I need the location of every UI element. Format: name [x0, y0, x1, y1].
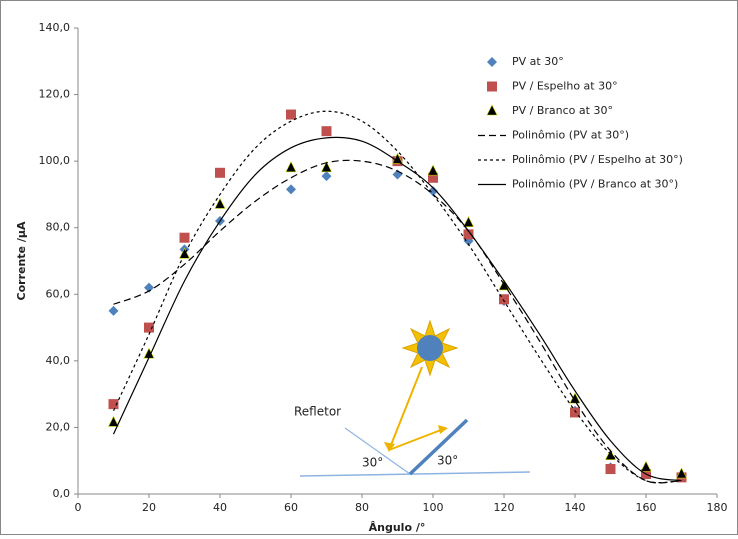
legend-swatch: [487, 81, 497, 92]
point: [215, 167, 225, 178]
point: [640, 460, 652, 472]
ray: [388, 366, 423, 451]
annotation: Refletor: [294, 405, 341, 419]
point: [463, 229, 474, 240]
trend-line: [112, 110, 682, 484]
arrow-head: [438, 425, 448, 434]
point: [392, 152, 403, 164]
arrow-head: [384, 442, 395, 452]
legend-label: PV at 30°: [512, 55, 564, 68]
legend-swatch: [487, 57, 497, 67]
point: [321, 161, 332, 173]
sun: [401, 319, 459, 377]
x-tick-label: 60: [284, 501, 298, 514]
point: [179, 232, 190, 243]
x-tick-label: 0: [75, 501, 82, 514]
x-tick-label: 20: [142, 501, 156, 514]
sun-core: [417, 335, 443, 361]
legend-label: Polinômio (PV / Branco at 30°): [512, 178, 678, 191]
x-tick-label: 140: [565, 501, 586, 514]
legend-label: Polinômio (PV at 30°): [512, 129, 629, 142]
y-tick-label: 20,0: [46, 420, 71, 433]
annotation: 30°: [362, 456, 383, 470]
y-tick-label: 140,0: [39, 21, 71, 34]
trend-line: [113, 159, 682, 484]
point: [108, 399, 119, 410]
point: [286, 184, 296, 195]
y-tick-label: 60,0: [46, 287, 71, 300]
point: [676, 467, 687, 479]
point: [144, 282, 154, 293]
point: [605, 464, 616, 475]
point: [463, 216, 474, 228]
x-tick-label: 160: [636, 501, 657, 514]
point: [286, 109, 296, 120]
legend-label: Polinômio (PV / Espelho at 30°): [512, 153, 683, 166]
x-tick-label: 40: [213, 501, 227, 514]
ground: [299, 471, 531, 477]
point: [321, 171, 332, 182]
x-tick-label: 120: [494, 501, 515, 514]
point: [285, 161, 297, 173]
x-tick-label: 180: [707, 501, 728, 514]
point: [144, 322, 154, 333]
point: [427, 164, 439, 176]
y-axis-title: Corrente /µA: [15, 221, 28, 300]
legend-swatch: [486, 104, 498, 116]
point: [570, 407, 580, 418]
reflector: [344, 427, 411, 475]
point: [108, 415, 119, 427]
point: [499, 294, 509, 305]
x-tick-label: 100: [423, 501, 444, 514]
y-tick-label: 100,0: [39, 154, 71, 167]
panel: [408, 418, 469, 476]
ray: [388, 427, 447, 451]
y-tick-label: 120,0: [39, 88, 71, 101]
trend-line: [112, 136, 682, 482]
point: [428, 172, 438, 183]
legend-label: PV / Branco at 30°: [512, 104, 613, 117]
y-tick-label: 80,0: [46, 221, 71, 234]
x-axis-title: Ângulo /°: [369, 521, 426, 534]
annotation: 30°: [437, 454, 458, 468]
x-tick-label: 80: [355, 501, 369, 514]
point: [569, 392, 581, 404]
y-tick-label: 0,0: [53, 487, 71, 500]
point: [321, 126, 332, 137]
point: [179, 247, 190, 259]
point: [108, 305, 119, 316]
diagram: [299, 319, 531, 477]
y-tick-label: 40,0: [46, 354, 71, 367]
point: [214, 197, 226, 209]
point: [428, 186, 438, 197]
legend-label: PV / Espelho at 30°: [512, 80, 618, 93]
